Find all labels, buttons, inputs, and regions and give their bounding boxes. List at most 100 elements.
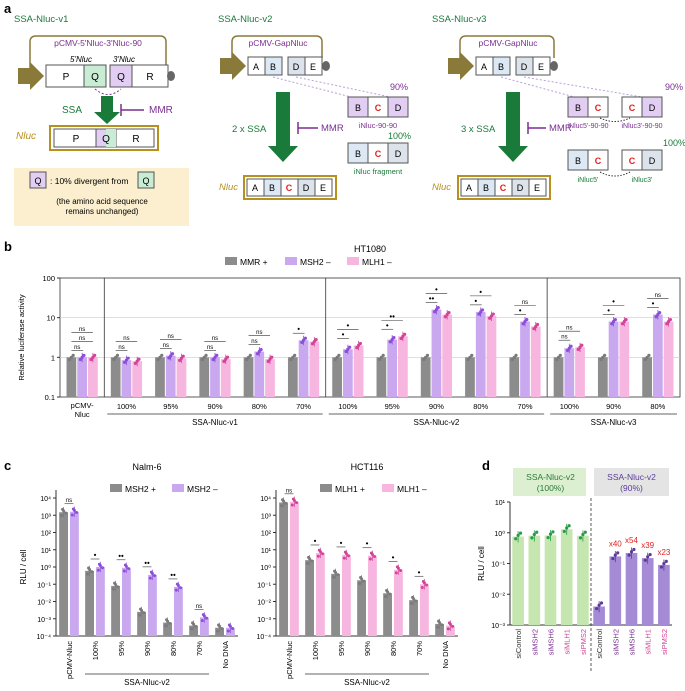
b-dot bbox=[289, 357, 293, 362]
d-dot bbox=[632, 547, 636, 552]
c-xtick-label: 80% bbox=[389, 641, 398, 656]
c-bar bbox=[435, 623, 444, 636]
v3-f4-c-text: C bbox=[629, 156, 636, 166]
d-header-right-2: (90%) bbox=[620, 483, 643, 493]
v2-product: A B C D E bbox=[246, 178, 333, 197]
c-bar bbox=[368, 555, 377, 636]
c-title: HCT116 bbox=[351, 462, 384, 472]
c-xtick-label: 80% bbox=[169, 641, 178, 656]
v1-legend-green-text: Q bbox=[142, 176, 149, 186]
b-dot bbox=[654, 315, 658, 319]
c-dot bbox=[310, 559, 314, 563]
c-bar bbox=[290, 501, 299, 636]
v2-p-a: A bbox=[252, 183, 258, 193]
c-dot bbox=[368, 557, 372, 561]
c-bar bbox=[96, 567, 105, 636]
b-dot bbox=[112, 357, 116, 362]
c-dot bbox=[200, 619, 204, 623]
c-dot bbox=[342, 556, 346, 560]
c-dot bbox=[305, 561, 309, 565]
v2-p-b: B bbox=[269, 183, 275, 193]
c-group-label: SSA-Nluc-v2 bbox=[124, 678, 170, 687]
c-dot bbox=[116, 585, 120, 589]
c-dot bbox=[226, 629, 230, 633]
b-bar bbox=[553, 357, 564, 397]
b-dot bbox=[178, 358, 182, 363]
b-dot bbox=[303, 336, 307, 340]
b-dot bbox=[300, 340, 304, 345]
c-ytick-label: 10⁻⁴ bbox=[257, 634, 272, 641]
b-bar bbox=[608, 321, 619, 397]
b-xtick-label: pCMV- bbox=[71, 401, 94, 410]
c-ytick-label: 10² bbox=[41, 531, 52, 538]
b-xtick-label: 90% bbox=[606, 402, 621, 411]
b-dot bbox=[310, 342, 315, 346]
v2-frag90-label: iNluc-90-90 bbox=[359, 121, 397, 130]
panel-a-v3: SSA-Nluc-v3 pCMV-GapNluc A B D E 90% B C… bbox=[432, 14, 685, 200]
v3-ssa-label: 3 x SSA bbox=[461, 124, 496, 135]
b-bar bbox=[243, 357, 254, 397]
c-sig-label: • bbox=[392, 553, 395, 562]
c-dot bbox=[357, 582, 361, 586]
c-bar bbox=[70, 511, 79, 636]
b-bar bbox=[376, 357, 387, 397]
b-dot bbox=[78, 357, 82, 362]
c-xtick-label: pCMV-Nluc bbox=[65, 641, 74, 679]
v1-legend-purple-text: Q bbox=[34, 176, 41, 186]
b-dot bbox=[89, 357, 93, 362]
b-dot bbox=[204, 353, 208, 357]
c-dot bbox=[373, 555, 377, 559]
b-dot bbox=[333, 357, 337, 362]
d-dot bbox=[546, 535, 550, 540]
b-sig-label: ns bbox=[79, 336, 85, 342]
v2-frag90-d bbox=[387, 96, 409, 118]
c-ytick-label: 10³ bbox=[41, 513, 52, 520]
c-xtick-label: 90% bbox=[143, 641, 152, 656]
v1-product-frame bbox=[49, 125, 159, 151]
b-xtick-label: 70% bbox=[296, 402, 311, 411]
v3-box-b: B bbox=[498, 62, 504, 72]
c-legend-swatch bbox=[172, 484, 184, 492]
c-sig-label: ns bbox=[66, 498, 72, 504]
v2-frag100-b-text: B bbox=[355, 149, 361, 159]
b-bar bbox=[575, 347, 585, 397]
c-dot bbox=[96, 568, 100, 572]
b-dot bbox=[388, 340, 392, 344]
b-ytick-label: 1 bbox=[51, 353, 55, 362]
d-header-left-2: (100%) bbox=[537, 483, 565, 493]
c-dot bbox=[440, 623, 444, 627]
d-fold-label: x40 bbox=[609, 539, 622, 548]
v2-product-box-e bbox=[314, 178, 333, 197]
v3-plasmid-label: pCMV-GapNluc bbox=[478, 38, 538, 48]
c-dot bbox=[179, 586, 183, 590]
c-bar bbox=[137, 611, 146, 636]
b-sig-label: • bbox=[652, 299, 655, 308]
b-bar bbox=[652, 314, 663, 397]
b-dot bbox=[436, 306, 440, 310]
b-dot bbox=[466, 357, 470, 362]
v1-ssa-label: SSA bbox=[62, 105, 82, 116]
b-dot bbox=[433, 310, 437, 314]
b-sig-label: ns bbox=[79, 327, 85, 333]
b-sig-label: ns bbox=[168, 334, 174, 340]
c-dot bbox=[383, 594, 387, 598]
v3-dotted-links bbox=[500, 76, 649, 99]
b-dot bbox=[248, 353, 252, 357]
d-dot bbox=[530, 536, 534, 540]
c-bar bbox=[383, 593, 392, 636]
v2-nluc-label: Nluc bbox=[219, 182, 238, 193]
c-dot bbox=[284, 501, 288, 505]
v1-box-q-green-text: Q bbox=[91, 72, 99, 83]
chart-c-nalm6: Nalm-6 MSH2 + MSH2 – 10⁻⁴ 10⁻³ 10⁻² 10⁻¹ 10⁰ 10¹… bbox=[19, 462, 238, 687]
b-dot bbox=[255, 352, 260, 356]
c-dot bbox=[347, 554, 351, 558]
c-dot bbox=[168, 621, 172, 625]
b-dot bbox=[510, 357, 515, 362]
b-dot bbox=[245, 357, 249, 362]
v2-frag90-c-text: C bbox=[375, 103, 382, 113]
b-xtick-label: 90% bbox=[207, 402, 222, 411]
v2-frag100-d bbox=[387, 142, 409, 164]
b-dot bbox=[599, 357, 603, 362]
c-bar bbox=[111, 585, 120, 636]
v3-box-d-fill bbox=[515, 56, 534, 76]
